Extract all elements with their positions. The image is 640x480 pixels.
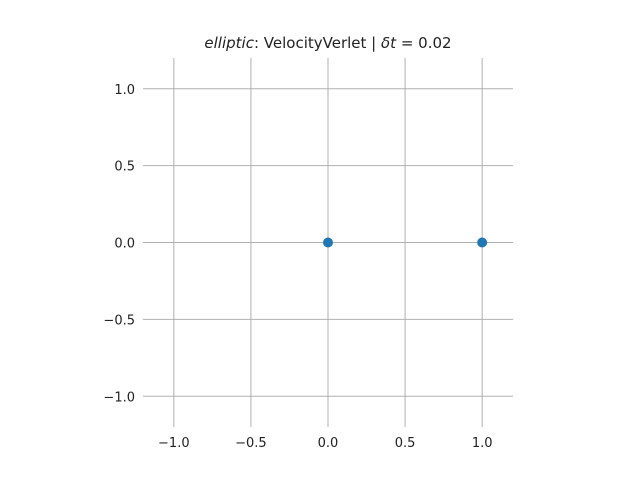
y-tick-label: 0.5: [114, 160, 135, 175]
x-tick-label: −1.0: [158, 436, 190, 451]
y-tick-label: 1.0: [114, 83, 135, 98]
title-delta-value: = 0.02: [396, 34, 452, 52]
data-point: [323, 237, 333, 248]
y-tick-label: −0.5: [103, 313, 135, 328]
chart-title: elliptic: VelocityVerlet | δt = 0.02: [204, 34, 451, 52]
y-tick-label: 0.0: [114, 237, 135, 252]
x-tick-label: 0.5: [395, 436, 416, 451]
x-tick-label: −0.5: [235, 436, 267, 451]
y-tick-labels: −1.0 −0.5 0.0 0.5 1.0: [103, 83, 135, 406]
x-tick-label: 1.0: [472, 436, 493, 451]
x-tick-labels: −1.0 −0.5 0.0 0.5 1.0: [158, 436, 492, 451]
title-prefix: elliptic: [204, 34, 254, 52]
title-delta-symbol: δt: [381, 34, 397, 52]
y-tick-label: −1.0: [103, 390, 135, 405]
data-points: [323, 237, 488, 248]
x-tick-label: 0.0: [318, 436, 339, 451]
title-rest: : VelocityVerlet |: [254, 34, 381, 52]
data-point: [477, 237, 488, 248]
